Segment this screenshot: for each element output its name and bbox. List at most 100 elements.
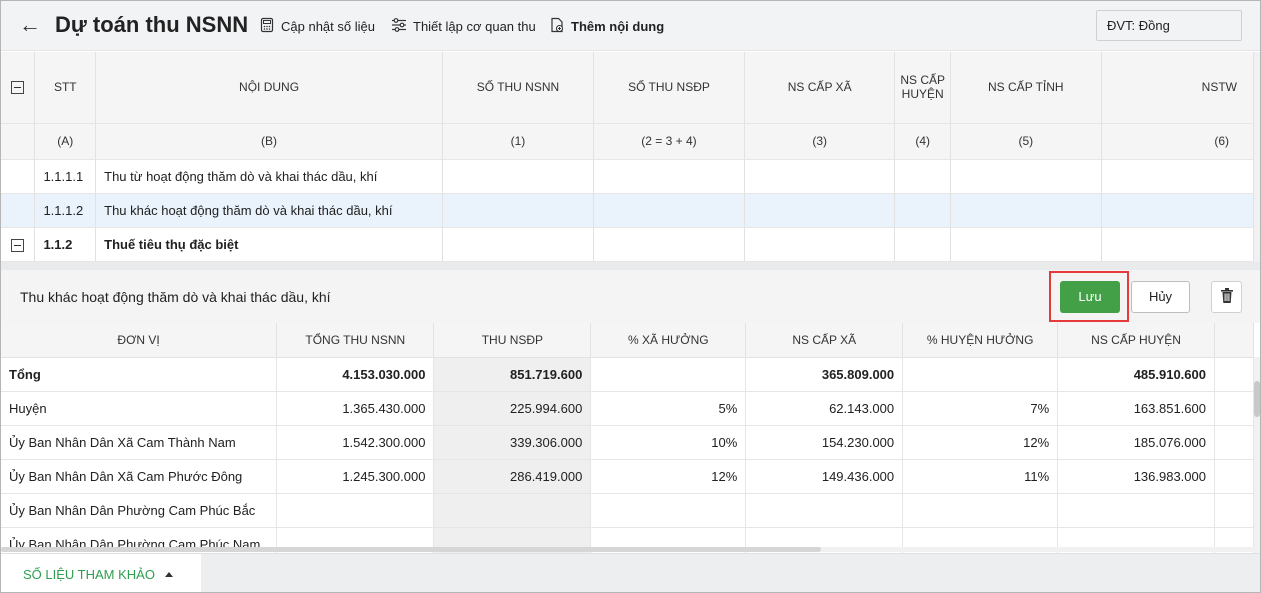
update-data-label: Cập nhật số liệu	[281, 19, 375, 34]
cell-commune-pct[interactable]: 10%	[590, 425, 747, 460]
bottom-panel-bar: SỐ LIỆU THAM KHẢO	[1, 553, 1260, 592]
collapse-all-toggle[interactable]	[1, 52, 36, 124]
save-button[interactable]: Lưu	[1060, 281, 1120, 313]
back-arrow-icon[interactable]: ←	[19, 12, 41, 37]
add-content-label: Thêm nội dung	[571, 19, 665, 34]
table-row-selected[interactable]: 1.1.1.2 Thu khác hoạt động thăm dò và kh…	[1, 193, 1254, 228]
cell-district-budget	[1057, 493, 1215, 528]
col-header-district-pct: % HUYỆN HƯỞNG	[902, 323, 1059, 358]
table-row[interactable]: Ủy Ban Nhân Dân Xã Cam Phước Đông 1.245.…	[1, 459, 1254, 494]
cell-total-revenue: 4.153.030.000	[276, 357, 435, 392]
table-row[interactable]: 1.1.1.1 Thu từ hoạt động thăm dò và khai…	[1, 159, 1254, 194]
col-header-unit: ĐƠN VỊ	[1, 323, 278, 358]
estimate-table: STT NỘI DUNG SỐ THU NSNN SỐ THU NSĐP NS …	[1, 52, 1254, 262]
cell-commune-pct[interactable]: 12%	[590, 459, 747, 494]
cell-district-budget: 185.076.000	[1057, 425, 1215, 460]
top-table-scrollbar[interactable]	[1254, 52, 1260, 262]
col-header-local-revenue: THU NSĐP	[433, 323, 592, 358]
cell-total-revenue[interactable]: 1.245.300.000	[276, 459, 435, 494]
scrollbar-thumb[interactable]	[1254, 381, 1260, 417]
row-content: Thu khác hoạt động thăm dò và khai thác …	[95, 193, 443, 228]
table-row[interactable]: Huyện 1.365.430.000 225.994.600 5% 62.14…	[1, 391, 1254, 426]
cell-commune-pct[interactable]	[590, 493, 747, 528]
col-header-content: NỘI DUNG	[95, 52, 443, 124]
row-stt: 1.1.1.2	[34, 193, 97, 228]
sliders-icon	[391, 17, 407, 36]
col-code: (B)	[95, 123, 443, 160]
cell-district-budget: 136.983.000	[1057, 459, 1215, 494]
col-header-province-budget: NS CẤP TỈNH	[950, 52, 1102, 124]
cell-unit: Ủy Ban Nhân Dân Phường Cam Phúc Bắc	[1, 493, 278, 528]
col-code: (3)	[744, 123, 896, 160]
cell-unit: Ủy Ban Nhân Dân Xã Cam Phước Đông	[1, 459, 278, 494]
col-header-stt: STT	[34, 52, 97, 124]
cell-local-revenue: 225.994.600	[433, 391, 592, 426]
cell-commune-budget: 154.230.000	[745, 425, 904, 460]
col-header-central-budget: NSTW	[1101, 52, 1254, 124]
reference-data-tab[interactable]: SỐ LIỆU THAM KHẢO	[1, 554, 201, 592]
col-header-commune-budget: NS CẤP XÃ	[745, 323, 904, 358]
cell-district-pct[interactable]	[902, 493, 1059, 528]
cell-district-pct[interactable]: 7%	[902, 391, 1059, 426]
unit-selector[interactable]: ĐVT: Đồng	[1096, 10, 1242, 41]
table-row[interactable]: 1.1.2 Thuế tiêu thụ đặc biệt	[1, 227, 1254, 262]
cell-local-revenue: 851.719.600	[433, 357, 592, 392]
col-header-state-revenue: SỐ THU NSNN	[442, 52, 594, 124]
row-collapse-toggle[interactable]	[1, 227, 36, 262]
table-row[interactable]: Ủy Ban Nhân Dân Xã Cam Thành Nam 1.542.3…	[1, 425, 1254, 460]
table-row-total[interactable]: Tổng 4.153.030.000 851.719.600 365.809.0…	[1, 357, 1254, 392]
cell-total-revenue[interactable]	[276, 493, 435, 528]
collapse-icon	[11, 81, 25, 95]
save-highlight-box	[1049, 271, 1129, 322]
delete-button[interactable]	[1211, 281, 1242, 313]
table-row[interactable]: Ủy Ban Nhân Dân Phường Cam Phúc Bắc	[1, 493, 1254, 528]
calculator-icon	[259, 17, 275, 36]
add-document-icon	[549, 17, 565, 36]
cell-local-revenue	[433, 493, 592, 528]
cell-commune-budget	[745, 493, 904, 528]
cell-commune-budget: 149.436.000	[745, 459, 904, 494]
trash-icon	[1219, 287, 1235, 307]
col-header-total-revenue: TỔNG THU NSNN	[276, 323, 435, 358]
col-header-district-budget: NS CẤP HUYỆN	[894, 52, 951, 124]
cell-total-revenue[interactable]: 1.365.430.000	[276, 391, 435, 426]
cancel-button[interactable]: Hủy	[1131, 281, 1190, 313]
update-data-button[interactable]: Cập nhật số liệu	[259, 17, 375, 36]
cell-district-pct[interactable]	[902, 357, 1059, 392]
reference-data-label: SỐ LIỆU THAM KHẢO	[23, 566, 155, 582]
col-header-local-revenue: SỐ THU NSĐP	[593, 52, 745, 124]
detail-title: Thu khác hoạt động thăm dò và khai thác …	[20, 289, 331, 305]
cell-unit: Ủy Ban Nhân Dân Xã Cam Thành Nam	[1, 425, 278, 460]
section-divider	[1, 262, 1260, 270]
cell-local-revenue: 286.419.000	[433, 459, 592, 494]
caret-up-icon	[164, 571, 173, 577]
cell-total-revenue[interactable]: 1.542.300.000	[276, 425, 435, 460]
allocation-horizontal-scrollbar[interactable]	[1, 547, 1254, 552]
page-header: ← Dự toán thu NSNN Cập nhật số liệu Thiế…	[1, 1, 1260, 51]
detail-toolbar: Thu khác hoạt động thăm dò và khai thác …	[1, 270, 1260, 323]
col-code: (5)	[950, 123, 1102, 160]
add-content-button[interactable]: Thêm nội dung	[549, 17, 664, 36]
cell-district-budget: 485.910.600	[1057, 357, 1215, 392]
setup-revenue-agency-label: Thiết lập cơ quan thu	[413, 19, 536, 34]
allocation-table: ĐƠN VỊ TỔNG THU NSNN THU NSĐP % XÃ HƯỞNG…	[1, 323, 1254, 553]
cell-district-budget: 163.851.600	[1057, 391, 1215, 426]
col-code: (4)	[894, 123, 951, 160]
col-header-commune-pct: % XÃ HƯỞNG	[590, 323, 747, 358]
cell-district-pct[interactable]: 12%	[902, 425, 1059, 460]
row-content: Thu từ hoạt động thăm dò và khai thác dầ…	[95, 159, 443, 194]
cell-unit: Tổng	[1, 357, 278, 392]
col-code: (1)	[442, 123, 594, 160]
cell-commune-pct[interactable]: 5%	[590, 391, 747, 426]
col-header-commune-budget: NS CẤP XÃ	[744, 52, 896, 124]
collapse-icon	[11, 238, 24, 252]
cell-district-pct[interactable]: 11%	[902, 459, 1059, 494]
scrollbar-thumb[interactable]	[1, 547, 821, 552]
setup-revenue-agency-button[interactable]: Thiết lập cơ quan thu	[391, 17, 536, 36]
allocation-vertical-scrollbar[interactable]	[1254, 357, 1260, 553]
row-content: Thuế tiêu thụ đặc biệt	[95, 227, 443, 262]
cell-commune-pct[interactable]	[590, 357, 747, 392]
col-code: (2 = 3 + 4)	[593, 123, 745, 160]
col-code: (A)	[34, 123, 97, 160]
